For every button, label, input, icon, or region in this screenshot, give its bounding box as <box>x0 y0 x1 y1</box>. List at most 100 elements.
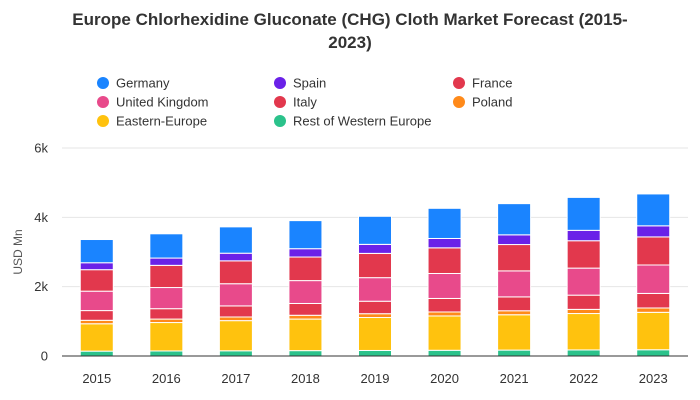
bar-segment-2015-germany <box>79 239 114 264</box>
x-tick-label: 2020 <box>430 371 459 386</box>
bar-segment-2017-spain <box>218 252 253 262</box>
bar-segment-2022-spain <box>566 229 601 242</box>
legend-swatch-spain <box>274 77 286 89</box>
bar-segment-2019-germany <box>358 215 392 245</box>
bar-segment-2018-spain <box>288 248 323 258</box>
bar-segment-2016-france <box>149 264 184 289</box>
bar-segment-2018-united-kingdom <box>288 280 323 304</box>
bar-segment-2023-rest-of-western-europe <box>636 349 671 357</box>
bar-segment-2021-france <box>497 244 532 272</box>
bar-segment-2015-italy <box>79 310 114 321</box>
bar-segment-2020-united-kingdom <box>427 272 462 299</box>
bar-segment-2020-france <box>427 247 462 274</box>
bar-segment-2018-italy <box>288 302 323 316</box>
bar-segment-2017-eastern-europe <box>218 320 253 352</box>
bar-segment-2015-united-kingdom <box>79 290 114 312</box>
bar-segment-2020-italy <box>427 297 462 313</box>
y-tick-label: 4k <box>34 210 48 225</box>
legend-label: Rest of Western Europe <box>293 114 432 129</box>
bar-segment-2016-eastern-europe <box>149 322 184 352</box>
bar-segment-2023-italy <box>636 292 671 309</box>
x-tick-label: 2021 <box>500 371 529 386</box>
bar-segment-2019-italy <box>358 300 392 315</box>
legend: Germany Spain France United Kingdom Italy Pol… <box>97 76 512 129</box>
bar-segment-2016-italy <box>149 308 184 320</box>
bar-segment-2023-united-kingdom <box>636 264 671 294</box>
x-tick-label: 2018 <box>291 371 320 386</box>
bar-segment-2015-poland <box>79 319 114 325</box>
bar-segment-2022-united-kingdom <box>566 267 601 296</box>
legend-swatch-eastern-europe <box>97 115 109 127</box>
bar-segment-2018-rest-of-western-europe <box>288 350 323 357</box>
bar-segment-2023-eastern-europe <box>636 311 671 351</box>
legend-label: Eastern-Europe <box>116 114 207 129</box>
bar-segment-2016-rest-of-western-europe <box>149 350 184 357</box>
bar-segment-2019-poland <box>358 313 392 319</box>
bar-segment-2015-france <box>79 269 114 292</box>
bar-segment-2020-rest-of-western-europe <box>427 349 462 357</box>
bar-segment-2015-spain <box>79 262 114 271</box>
legend-swatch-france <box>453 77 465 89</box>
bar-segment-2022-germany <box>566 196 601 231</box>
y-axis: 0 2k 4k 6k <box>34 141 48 364</box>
legend-label: Italy <box>293 95 317 110</box>
bar-segment-2018-poland <box>288 314 323 320</box>
bar-segment-2018-france <box>288 256 323 282</box>
bar-segment-2019-rest-of-western-europe <box>358 349 392 357</box>
bar-segment-2017-rest-of-western-europe <box>218 350 253 357</box>
legend-label: United Kingdom <box>116 95 209 110</box>
bar-segment-2019-united-kingdom <box>358 277 392 302</box>
bar-segment-2016-united-kingdom <box>149 287 184 310</box>
bar-segment-2022-eastern-europe <box>566 313 601 351</box>
bar-segment-2017-united-kingdom <box>218 283 253 307</box>
legend-swatch-italy <box>274 96 286 108</box>
chart-title-line-2: 2023) <box>328 33 371 52</box>
bar-segment-2016-germany <box>149 233 184 259</box>
bar-segment-2016-poland <box>149 318 184 324</box>
bar-segment-2021-spain <box>497 234 532 246</box>
bar-segment-2022-italy <box>566 294 601 310</box>
legend-swatch-united-kingdom <box>97 96 109 108</box>
bar-segment-2021-germany <box>497 203 532 236</box>
bar-segment-2021-rest-of-western-europe <box>497 349 532 357</box>
legend-label: Poland <box>472 95 512 110</box>
bar-segment-2021-eastern-europe <box>497 314 532 351</box>
x-tick-label: 2017 <box>221 371 250 386</box>
bar-segment-2023-spain <box>636 225 671 238</box>
legend-label: Spain <box>293 76 326 91</box>
bar-segment-2021-italy <box>497 296 532 312</box>
x-tick-label: 2015 <box>82 371 111 386</box>
bar-segment-2023-germany <box>636 193 671 227</box>
bar-segment-2017-germany <box>218 226 253 254</box>
bar-segment-2022-poland <box>566 308 601 315</box>
legend-swatch-poland <box>453 96 465 108</box>
legend-label: France <box>472 76 512 91</box>
bar-segment-2022-rest-of-western-europe <box>566 349 601 357</box>
bar-segment-2023-poland <box>636 307 671 313</box>
y-axis-title: USD Mn <box>11 229 25 274</box>
chart-title-line-1: Europe Chlorhexidine Gluconate (CHG) Clo… <box>72 10 627 29</box>
legend-swatch-rest-of-western-europe <box>274 115 286 127</box>
y-tick-label: 2k <box>34 279 48 294</box>
bar-segment-2019-france <box>358 252 392 279</box>
bar-segment-2021-united-kingdom <box>497 270 532 298</box>
bar-segment-2015-eastern-europe <box>79 323 114 352</box>
bar-segment-2021-poland <box>497 310 532 316</box>
x-axis: 2015 2016 2017 2018 2019 2020 2021 2022 2023 <box>62 355 688 386</box>
x-tick-label: 2022 <box>569 371 598 386</box>
bar-segment-2020-poland <box>427 311 462 317</box>
bar-segment-2023-france <box>636 236 671 266</box>
bar-segment-2019-eastern-europe <box>358 317 392 351</box>
y-tick-label: 6k <box>34 141 48 156</box>
bar-segment-2015-rest-of-western-europe <box>79 350 114 357</box>
bar-segment-2019-spain <box>358 243 392 254</box>
bar-segment-2017-france <box>218 260 253 285</box>
bar-segment-2020-eastern-europe <box>427 315 462 351</box>
bar-segment-2017-poland <box>218 316 253 322</box>
legend-label: Germany <box>116 76 170 91</box>
y-tick-label: 0 <box>41 349 48 364</box>
x-tick-label: 2023 <box>639 371 668 386</box>
bars <box>79 193 671 357</box>
bar-segment-2022-france <box>566 240 601 269</box>
